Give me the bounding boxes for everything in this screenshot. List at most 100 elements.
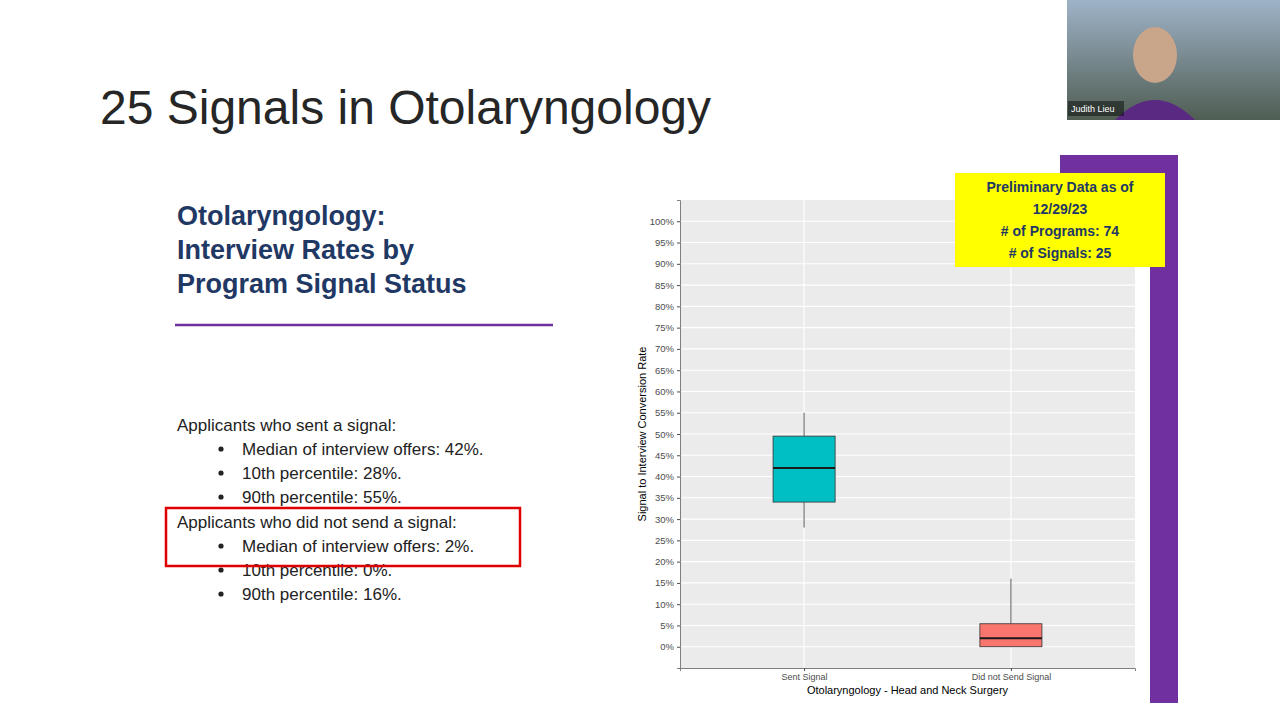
x-axis-title: Otolaryngology - Head and Neck Surgery [807,684,1009,696]
y-tick-label: 35% [655,492,675,503]
plot-background [680,200,1135,668]
y-tick-label: 30% [655,514,675,525]
grid-line [680,604,1135,605]
y-tick: 40% [655,471,680,482]
grid-line [680,391,1135,392]
whisker-upper [804,413,805,436]
y-tick-mark [677,221,680,222]
y-tick: 100% [650,216,680,227]
background [0,0,1280,720]
y-tick-mark [677,583,680,584]
y-tick: 45% [655,450,680,461]
grid-line-x [804,200,805,668]
x-tick-label: Sent Signal [782,672,828,682]
y-axis: 0%5%10%15%20%25%30%35%40%45%50%55%60%65%… [650,201,681,669]
y-tick: 75% [655,322,680,333]
x-tick-mark [1011,668,1012,671]
grid-line [680,327,1135,328]
y-tick-label: 95% [655,237,675,248]
heading-line: Otolaryngology: [177,201,386,231]
group-label: Applicants who sent a signal: [177,416,396,435]
x-tick: Sent Signal [782,668,828,682]
bullet [218,567,223,572]
y-tick-mark [677,349,680,350]
y-tick-label: 15% [655,577,675,588]
bullet-item: 10th percentile: 0%. [242,561,392,580]
y-tick: 10% [655,599,680,610]
presenter-name: Judith Lieu [1071,104,1115,114]
y-tick-mark [677,264,680,265]
grid-line [680,497,1135,498]
x-axis: Sent Signal Did not Send Signal [681,668,1136,682]
annotation-line: # of Programs: 74 [1001,223,1119,239]
whisker-upper [1010,579,1011,624]
bullet [218,470,223,475]
y-tick-mark [677,540,680,541]
webcam-person [1133,27,1177,83]
x-tick-mark [804,668,805,671]
y-tick-label: 45% [655,450,675,461]
grid-line-x [1010,200,1011,668]
y-tick: 0% [660,641,680,652]
y-tick: 90% [655,258,680,269]
y-tick: 80% [655,301,680,312]
y-tick-mark [677,647,680,648]
x-tick: Did not Send Signal [972,668,1052,682]
bullet-item: 90th percentile: 55%. [242,488,402,507]
whisker-lower [804,502,805,528]
y-tick-mark [677,498,680,499]
median [773,467,835,469]
y-tick: 5% [660,620,680,631]
annotation-line: 12/29/23 [1033,201,1088,217]
bullet [218,591,223,596]
y-tick: 30% [655,514,680,525]
y-tick-mark [677,306,680,307]
y-tick-label: 85% [655,280,675,291]
median [980,637,1042,639]
y-tick: 25% [655,535,680,546]
x-axis-line [681,669,1136,672]
y-tick-mark [677,477,680,478]
y-tick-label: 60% [655,386,675,397]
grid-line [680,476,1135,477]
y-tick-mark [677,455,680,456]
grid-line [680,285,1135,286]
y-tick-mark [677,413,680,414]
y-tick-mark [677,285,680,286]
bullet-item: 90th percentile: 16%. [242,585,402,604]
y-tick-label: 100% [650,216,675,227]
grid-line [680,412,1135,413]
bullet-item: Median of interview offers: 2%. [242,537,474,556]
bullet [218,446,223,451]
slide-title: 25 Signals in Otolaryngology [100,81,711,134]
y-tick-label: 20% [655,556,675,567]
bullet [218,494,223,499]
y-tick-label: 80% [655,301,675,312]
y-tick-label: 75% [655,322,675,333]
grid-line [680,561,1135,562]
grid-line [680,540,1135,541]
grid [680,200,1135,668]
y-tick-label: 40% [655,471,675,482]
box [773,436,835,502]
y-tick: 35% [655,492,680,503]
y-tick-mark [677,625,680,626]
y-tick: 95% [655,237,680,248]
grid-line [680,433,1135,434]
heading-line: Interview Rates by [177,235,414,265]
heading-rule [175,324,553,327]
y-tick: 60% [655,386,680,397]
webcam-name-bg [1068,101,1124,116]
y-tick: 15% [655,577,680,588]
chart-panel [617,198,1150,703]
annotation-box [955,173,1165,267]
heading-line: Program Signal Status [177,269,467,299]
y-tick: 70% [655,343,680,354]
y-axis-title: Signal to Interview Conversion Rate [636,347,648,522]
y-tick-label: 90% [655,258,675,269]
y-tick-label: 50% [655,429,675,440]
grid-line [680,348,1135,349]
y-axis-line [677,201,681,669]
grid-line [680,370,1135,371]
y-tick-label: 55% [655,407,675,418]
